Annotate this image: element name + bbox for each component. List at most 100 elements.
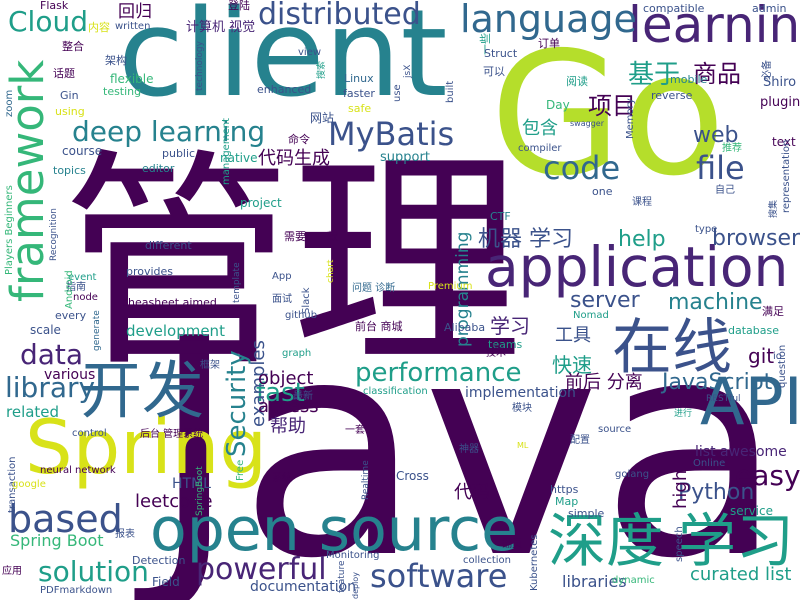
word-players-beginners: Players Beginners [5, 185, 15, 275]
word-high: high [672, 470, 690, 509]
word-file: file [696, 152, 745, 184]
word-ziji: 自己 [715, 186, 735, 196]
word-springboot: SpringBoot [196, 466, 205, 516]
word-souji: 搜集 [770, 200, 779, 218]
word-zaixian: 在线 [612, 318, 732, 378]
word-daima: 代码 [454, 484, 490, 502]
word-different: different [145, 240, 192, 251]
word-memory: Memory [626, 98, 636, 139]
word-fanye: 翻页 [502, 540, 522, 550]
word-yikuan: 一款 [316, 231, 338, 242]
word-zoom: zoom [5, 90, 15, 117]
word-data: data [20, 341, 83, 369]
word-support: support [380, 151, 430, 164]
word-representation: representation [782, 140, 792, 213]
word-code: code [543, 152, 620, 184]
word-generate: generate [93, 310, 102, 351]
word-course: course [62, 145, 102, 157]
word-using: using [55, 106, 85, 117]
word-object: object [258, 370, 313, 388]
word-performance: performance [355, 360, 522, 386]
word-kubernetes: Kubernetes [530, 534, 540, 591]
word-sousuo: 搜索 [318, 61, 327, 79]
word-implementation: implementation [465, 386, 576, 400]
word-template: template [233, 262, 242, 303]
word-field: Field [152, 576, 180, 588]
word-pdfmarkdown: PDFmarkdown [40, 586, 112, 596]
word-git: git [748, 346, 774, 366]
word-node: node [73, 293, 98, 303]
word-baohan: 包含 [522, 120, 558, 138]
word-ml: ML [517, 442, 528, 450]
word-cheasheet-aimed: cheasheet aimed [122, 297, 217, 308]
word-https: https [550, 484, 578, 495]
word-app: App [272, 272, 292, 282]
word-yingyong: 应用 [2, 567, 22, 577]
word-jiagou: 架构 [105, 55, 127, 66]
word-js: js [492, 345, 500, 355]
word-help: help [618, 229, 666, 251]
word-premium: Premium [428, 282, 473, 292]
word-compiler: compiler [518, 144, 562, 154]
word-mianshi: 面试 [272, 295, 292, 305]
word-written: written [115, 22, 150, 32]
word-free: Free [236, 460, 246, 481]
word-zuixin: 最新 [293, 392, 313, 402]
word-keyi: 可以 [483, 66, 505, 77]
word-provides: provides [126, 266, 173, 277]
word-day: Day [546, 99, 570, 111]
word-linux: Linux [344, 73, 374, 84]
word-map: Map [555, 496, 578, 507]
word-jinxing: 进行 [674, 410, 692, 419]
word-server: server [570, 290, 640, 312]
word-kuangjia: 框架 [200, 361, 220, 371]
word-feature: feature [338, 561, 347, 594]
word-kaifa: 开发 [80, 360, 204, 422]
word-related: related [6, 405, 59, 420]
word-android: Android [65, 270, 75, 309]
word-scale: scale [30, 324, 61, 336]
word-io: io [773, 352, 782, 362]
word-classification: classification [363, 387, 428, 397]
word-security: Security [224, 350, 250, 457]
word-cloud-term: Cloud [8, 8, 88, 36]
word-database: database [728, 325, 779, 336]
word-control: control [72, 429, 107, 439]
word-xuexi-small: 学习 [490, 316, 530, 336]
word-xuyao: 需要 [284, 231, 306, 242]
word-yitao: 一套 [345, 426, 365, 436]
word-development: development [126, 324, 225, 339]
word-html: HTML [172, 477, 211, 491]
word-deploy: deploy [352, 572, 360, 599]
word-tuijian: 推荐 [722, 144, 742, 154]
word-management: management [222, 118, 232, 185]
word-enhanced: enhanced [257, 84, 311, 95]
word-baobiao: 报表 [115, 530, 135, 540]
word-gongju: 工具 [555, 327, 591, 345]
word-monitoring: Monitoring [326, 551, 379, 561]
word-flexible: flexible [110, 73, 154, 85]
word-service: service [730, 505, 773, 517]
word-faster: faster [343, 88, 375, 99]
word-topics: topics [53, 165, 86, 176]
word-distributed: distributed [258, 0, 421, 30]
word-various: various [44, 368, 95, 382]
word-mokuai: 模块 [512, 404, 532, 414]
word-dingdan: 订单 [538, 38, 560, 49]
word-speech: speech [675, 526, 685, 562]
word-chart: chart [327, 260, 336, 283]
word-struct: Struct [484, 48, 517, 59]
word-realtime: Realtime [362, 460, 371, 500]
word-restful: RESTful [706, 395, 741, 404]
word-github: github [285, 311, 317, 321]
word-public: public [162, 148, 195, 159]
word-jiqi-xuexi: 机器 学习 [478, 229, 573, 251]
word-shendu: 深度 [548, 512, 664, 570]
word-flask: Flask [40, 0, 68, 11]
word-swagger: swagger [570, 120, 604, 128]
word-bangzhu: 帮助 [270, 418, 306, 436]
word-xuexi: 学习 [678, 512, 794, 570]
word-jsx: jsX [404, 65, 413, 78]
word-mybatis: MyBatis [328, 118, 454, 150]
